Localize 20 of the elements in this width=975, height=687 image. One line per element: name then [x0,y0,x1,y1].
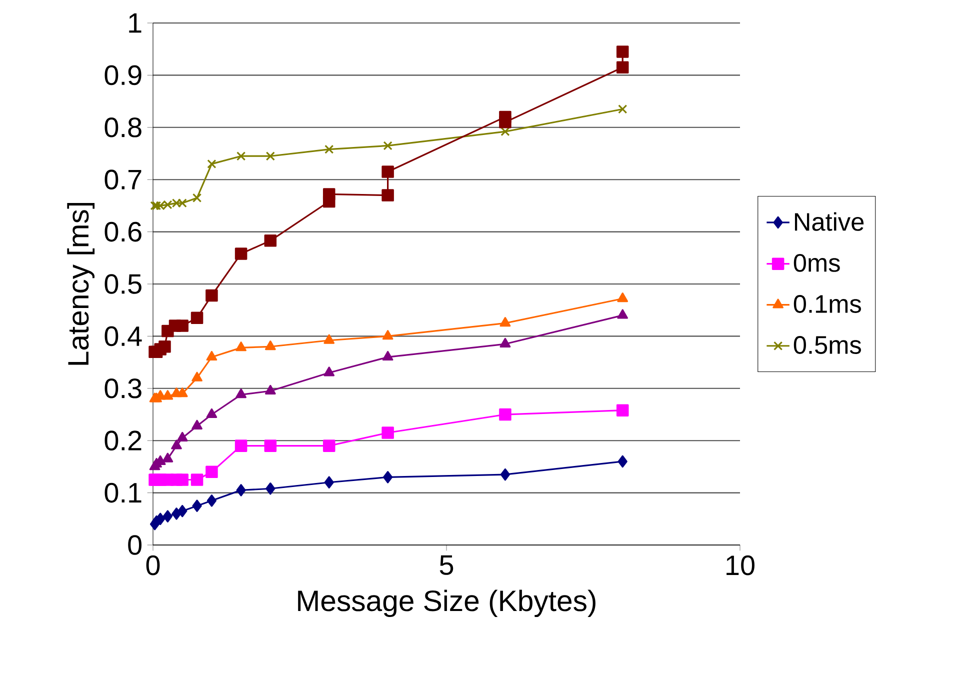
y-tick-label: 0.2 [104,430,142,451]
legend-label: 0.5ms [794,336,861,354]
y-tick-label: 0.5 [104,274,142,294]
y-tick-label: 0.9 [104,65,142,86]
y-tick-label: 0.3 [104,378,142,398]
x-tick-label: 10 [726,555,754,576]
y-tick-label: 0.7 [104,170,142,190]
x-axis-title: Message Size (Kbytes) [298,590,596,618]
y-tick-label: 0.1 [104,482,142,503]
legend-label: 0.1ms [794,295,861,313]
legend-label: Native [794,212,864,231]
y-tick-label: 0.4 [104,326,142,346]
y-tick-label: 1 [129,13,142,33]
x-tick-label: 0 [146,555,160,576]
y-tick-label: 0 [128,535,142,555]
x-tick-label: 5 [440,555,454,575]
legend-label: 0ms [794,254,840,272]
y-tick-label: 0.6 [104,222,142,242]
y-tick-label: 0.8 [104,117,142,138]
y-axis-title: Latency [ms] [67,202,95,365]
